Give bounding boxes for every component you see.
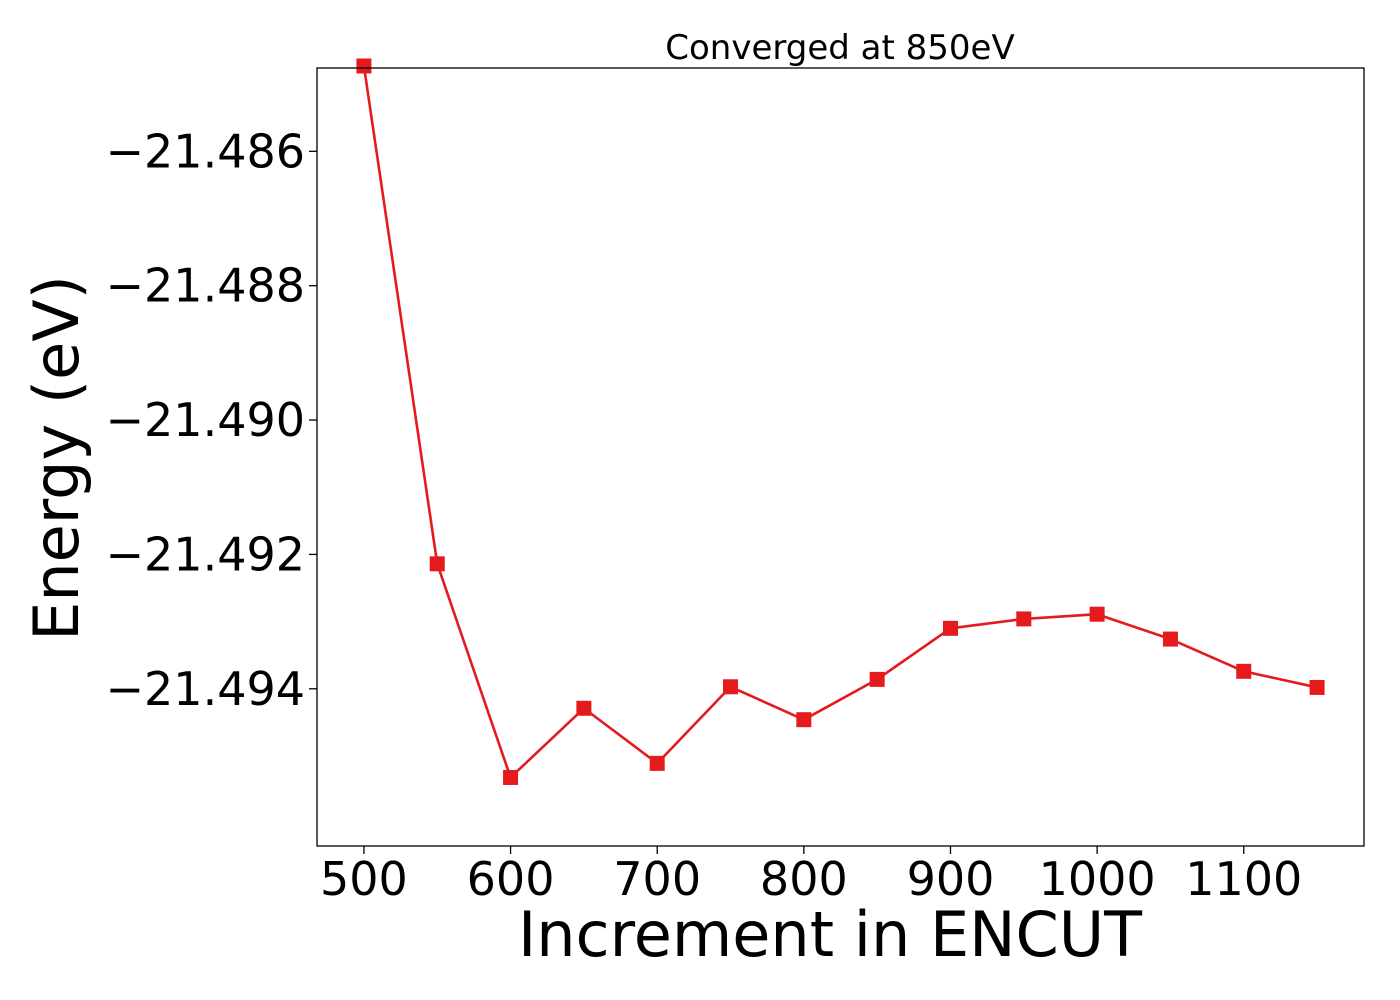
data-point <box>649 755 665 771</box>
data-point <box>503 769 519 785</box>
data-point <box>869 671 885 687</box>
data-point <box>429 556 445 572</box>
plot-area <box>356 58 1325 785</box>
y-axis-label: Energy (eV) <box>20 275 93 641</box>
x-tick-label: 1100 <box>1185 852 1302 906</box>
y-tick-label: −21.490 <box>106 393 306 447</box>
data-point <box>1089 606 1105 622</box>
y-tick-label: −21.488 <box>106 259 306 313</box>
data-point <box>1162 631 1178 647</box>
data-point <box>942 620 958 636</box>
y-tick-label: −21.492 <box>106 527 306 581</box>
chart-title: Converged at 850eV <box>665 28 1014 68</box>
x-tick-label: 800 <box>760 852 848 906</box>
plot-frame <box>316 67 1365 847</box>
series-line <box>362 65 1318 779</box>
data-point <box>1016 611 1032 627</box>
x-tick-label: 900 <box>907 852 995 906</box>
x-axis-label: Increment in ENCUT <box>518 898 1143 971</box>
data-point <box>796 712 812 728</box>
x-axis: 500 600 700 800 900 1000 1100 <box>320 846 1302 906</box>
data-point <box>1309 679 1325 695</box>
y-tick-label: −21.494 <box>106 662 306 716</box>
x-tick-label: 1000 <box>1039 852 1156 906</box>
data-point <box>723 679 739 695</box>
data-point <box>1236 663 1252 679</box>
x-tick-label: 600 <box>467 852 555 906</box>
x-tick-label: 500 <box>320 852 408 906</box>
y-tick-label: −21.486 <box>106 124 306 178</box>
data-point <box>356 58 372 74</box>
x-tick-label: 700 <box>613 852 701 906</box>
data-point <box>576 700 592 716</box>
y-axis: −21.486 −21.488 −21.490 −21.492 −21.494 <box>106 124 317 716</box>
